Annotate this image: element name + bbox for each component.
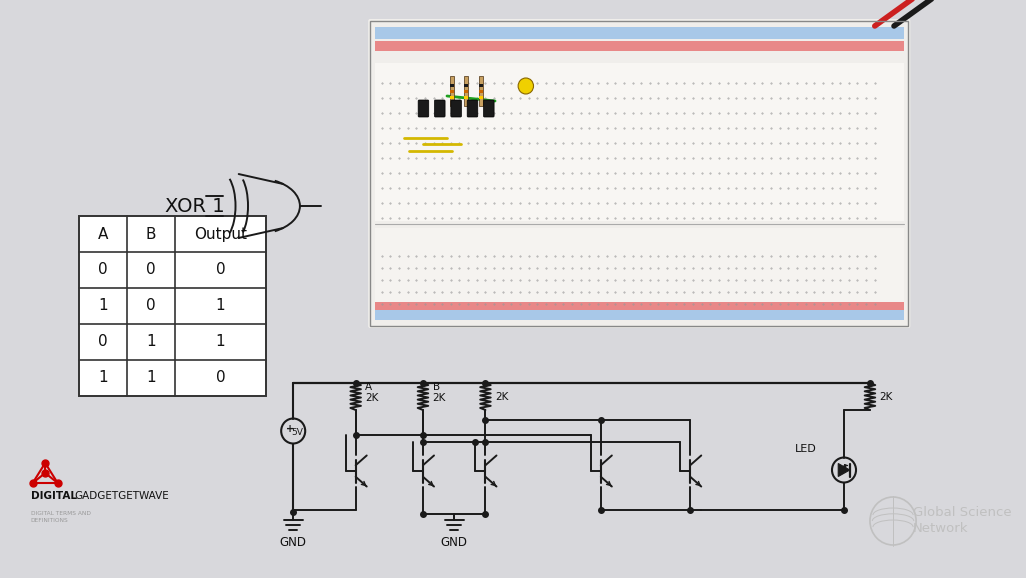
- Text: GND: GND: [280, 536, 307, 549]
- Text: 0: 0: [98, 262, 108, 277]
- Text: GND: GND: [441, 536, 468, 549]
- Text: 0: 0: [146, 262, 156, 277]
- Text: 1: 1: [146, 370, 156, 386]
- Text: LED: LED: [795, 444, 817, 454]
- Text: Output: Output: [194, 227, 247, 242]
- Text: B
2K: B 2K: [433, 381, 446, 403]
- Text: GADGETGETWAVE: GADGETGETWAVE: [74, 491, 168, 501]
- Text: 1: 1: [146, 335, 156, 350]
- Text: 0: 0: [98, 335, 108, 350]
- Text: DIGITAL TERMS AND
DEFINITIONS: DIGITAL TERMS AND DEFINITIONS: [31, 511, 90, 523]
- Bar: [479, 90, 482, 92]
- Bar: [374, 228, 904, 308]
- Text: 1: 1: [215, 335, 226, 350]
- Bar: [465, 84, 468, 87]
- Text: 2K: 2K: [496, 391, 509, 402]
- Text: 0: 0: [215, 370, 226, 386]
- Text: 0: 0: [215, 262, 226, 277]
- FancyBboxPatch shape: [450, 100, 462, 117]
- Polygon shape: [838, 464, 850, 476]
- Bar: [465, 96, 468, 98]
- Bar: [374, 41, 904, 51]
- Text: A: A: [97, 227, 108, 242]
- Text: 1: 1: [215, 298, 226, 313]
- Bar: [449, 96, 453, 98]
- Text: 5V: 5V: [291, 428, 303, 438]
- Bar: [465, 90, 468, 92]
- Bar: [374, 310, 904, 320]
- Text: Global Science
Network: Global Science Network: [913, 506, 1012, 535]
- Circle shape: [518, 78, 534, 94]
- FancyBboxPatch shape: [434, 100, 445, 117]
- Text: 1: 1: [98, 370, 108, 386]
- Text: 2K: 2K: [879, 391, 893, 402]
- Text: DIGITAL: DIGITAL: [31, 491, 77, 501]
- Text: XOR 1: XOR 1: [165, 197, 225, 216]
- Text: B: B: [146, 227, 156, 242]
- FancyBboxPatch shape: [419, 100, 429, 117]
- FancyBboxPatch shape: [467, 100, 478, 117]
- Bar: [449, 84, 453, 87]
- Bar: [374, 63, 904, 221]
- Bar: [79, 216, 267, 396]
- Bar: [370, 21, 908, 326]
- FancyBboxPatch shape: [483, 100, 495, 117]
- Bar: [374, 302, 904, 310]
- Bar: [479, 76, 482, 106]
- Bar: [449, 76, 453, 106]
- Text: 0: 0: [146, 298, 156, 313]
- Bar: [479, 84, 482, 87]
- Text: 1: 1: [98, 298, 108, 313]
- Bar: [449, 90, 453, 92]
- Bar: [479, 96, 482, 98]
- FancyBboxPatch shape: [368, 19, 910, 328]
- Bar: [374, 27, 904, 39]
- Text: A
2K: A 2K: [365, 381, 379, 403]
- Text: +: +: [286, 424, 294, 435]
- Bar: [465, 76, 468, 106]
